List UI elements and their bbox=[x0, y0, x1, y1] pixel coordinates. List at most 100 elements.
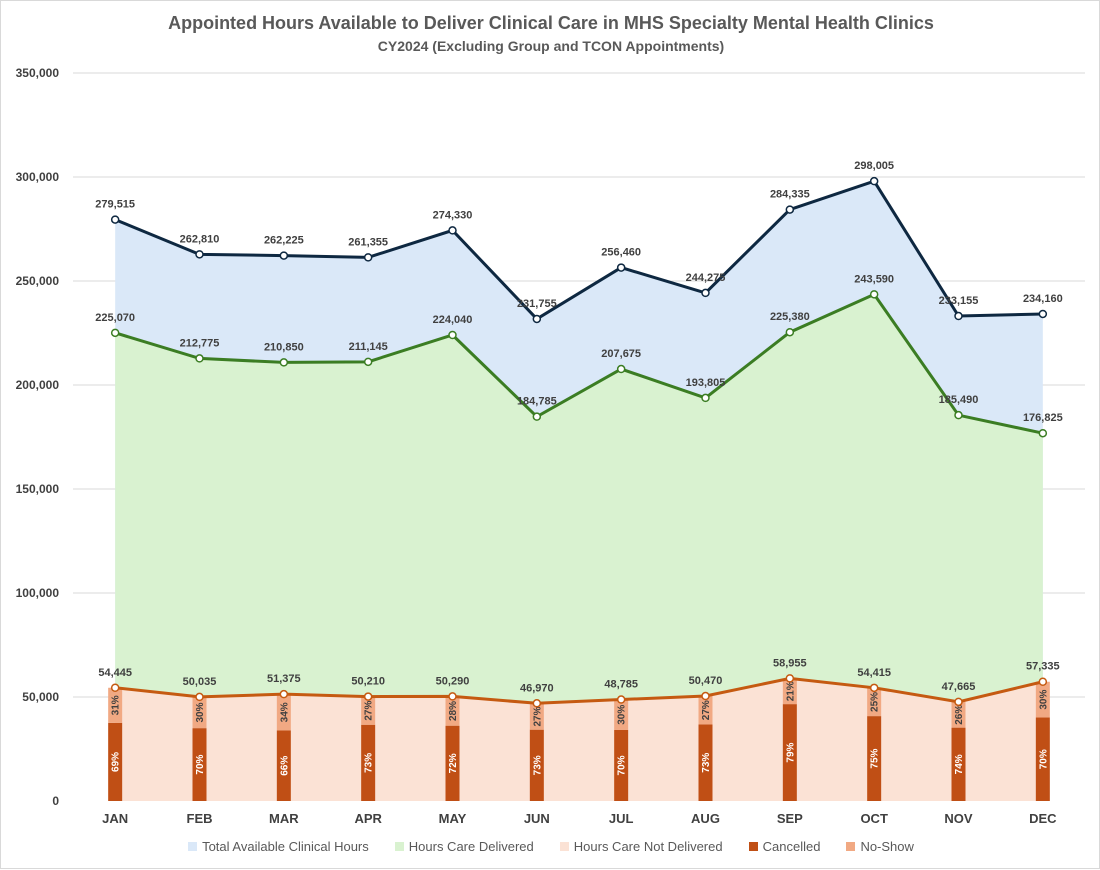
data-label-hours-delivered: 224,040 bbox=[433, 314, 473, 326]
x-tick-label: OCT bbox=[860, 811, 888, 826]
data-label-hours-not-delivered: 46,970 bbox=[520, 682, 554, 694]
marker-total-available bbox=[869, 176, 879, 186]
bar-noshow bbox=[614, 699, 629, 730]
bar-label-noshow: 26% bbox=[954, 705, 965, 725]
data-label-hours-not-delivered: 54,415 bbox=[857, 667, 891, 679]
marker-hours-not-delivered bbox=[1038, 677, 1048, 686]
x-tick-label: MAY bbox=[439, 811, 467, 826]
data-label-hours-delivered: 243,590 bbox=[854, 273, 894, 285]
bar-cancelled bbox=[192, 728, 207, 801]
marker-hours-delivered bbox=[363, 357, 373, 367]
data-label-hours-not-delivered: 50,210 bbox=[351, 676, 385, 688]
data-label-hours-not-delivered: 47,665 bbox=[942, 681, 976, 693]
marker-total-available bbox=[448, 226, 457, 235]
bar-cancelled bbox=[445, 725, 460, 801]
bar-label-cancelled: 73% bbox=[364, 753, 375, 773]
y-tick-label: 350,000 bbox=[16, 66, 60, 80]
x-tick-label: APR bbox=[354, 811, 382, 826]
y-tick-label: 250,000 bbox=[16, 274, 60, 288]
marker-hours-not-delivered bbox=[954, 697, 963, 707]
bar-label-noshow: 28% bbox=[448, 701, 459, 721]
bar-label-cancelled: 72% bbox=[448, 753, 459, 773]
bar-noshow bbox=[192, 696, 207, 729]
x-tick-label: JUN bbox=[524, 811, 550, 826]
marker-hours-delivered bbox=[195, 354, 204, 363]
bar-cancelled bbox=[614, 729, 629, 801]
y-tick-label: 100,000 bbox=[16, 586, 60, 600]
data-label-hours-not-delivered: 58,955 bbox=[773, 657, 807, 669]
marker-total-available bbox=[363, 253, 373, 262]
data-label-total-available: 284,335 bbox=[770, 189, 810, 201]
marker-hours-delivered bbox=[532, 412, 542, 421]
marker-total-available bbox=[616, 263, 626, 272]
x-tick-label: AUG bbox=[691, 811, 720, 826]
data-label-total-available: 256,460 bbox=[601, 247, 641, 259]
data-label-hours-not-delivered: 50,035 bbox=[183, 676, 217, 688]
bar-cancelled bbox=[361, 724, 376, 801]
bar-noshow bbox=[529, 703, 544, 730]
data-label-hours-delivered: 176,825 bbox=[1023, 412, 1063, 424]
data-label-total-available: 274,330 bbox=[433, 209, 473, 221]
line-hours-not-delivered bbox=[115, 676, 1044, 705]
legend-swatch-noshow bbox=[846, 842, 856, 851]
legend-label-not-delivered: Hours Care Not Delivered bbox=[573, 839, 723, 854]
legend-label-total: Total Available Clinical Hours bbox=[202, 839, 369, 854]
x-tick-label: NOV bbox=[944, 811, 973, 826]
marker-total-available bbox=[954, 311, 963, 321]
bar-noshow bbox=[1035, 681, 1050, 718]
x-tick-label: SEP bbox=[777, 811, 803, 826]
marker-hours-delivered bbox=[110, 328, 120, 338]
data-label-hours-delivered: 207,675 bbox=[601, 348, 641, 360]
legend-item-cancelled: Cancelled bbox=[748, 839, 821, 854]
data-label-hours-delivered: 185,490 bbox=[939, 394, 979, 406]
marker-total-available bbox=[785, 205, 795, 214]
bar-label-cancelled: 70% bbox=[195, 754, 206, 774]
bar-noshow bbox=[698, 696, 713, 725]
chart-subtitle: CY2024 (Excluding Group and TCON Appoint… bbox=[377, 38, 725, 54]
data-label-hours-delivered: 193,805 bbox=[686, 377, 726, 389]
line-hours-delivered bbox=[114, 292, 1044, 435]
bar-label-cancelled: 70% bbox=[617, 755, 628, 775]
x-tick-label: MAR bbox=[269, 811, 299, 826]
bar-label-noshow: 30% bbox=[617, 705, 628, 725]
bar-label-noshow: 34% bbox=[279, 702, 290, 722]
marker-total-available bbox=[532, 314, 542, 324]
marker-hours-not-delivered bbox=[363, 692, 373, 701]
data-label-hours-delivered: 210,850 bbox=[264, 341, 304, 353]
x-tick-label: DEC bbox=[1029, 811, 1057, 826]
bar-cancelled bbox=[782, 704, 797, 801]
data-label-hours-delivered: 225,380 bbox=[770, 311, 810, 323]
marker-hours-delivered bbox=[869, 290, 879, 299]
bar-label-cancelled: 73% bbox=[532, 755, 543, 775]
y-tick-label: 300,000 bbox=[16, 170, 60, 184]
data-label-total-available: 298,005 bbox=[854, 160, 894, 172]
legend-swatch-delivered bbox=[394, 842, 404, 851]
marker-hours-delivered bbox=[616, 364, 626, 374]
bar-cancelled bbox=[276, 730, 291, 801]
data-label-hours-not-delivered: 57,335 bbox=[1026, 661, 1060, 673]
data-label-hours-not-delivered: 50,290 bbox=[436, 675, 470, 687]
data-label-total-available: 262,225 bbox=[264, 235, 304, 247]
bar-cancelled bbox=[951, 727, 966, 801]
bar-cancelled bbox=[529, 729, 544, 801]
marker-hours-delivered bbox=[1038, 428, 1048, 438]
marker-hours-delivered bbox=[448, 330, 457, 340]
bar-label-noshow: 27% bbox=[701, 700, 712, 720]
data-label-total-available: 279,515 bbox=[95, 199, 135, 211]
data-label-total-available: 231,755 bbox=[517, 298, 557, 310]
bar-label-noshow: 30% bbox=[1038, 690, 1049, 710]
legend: Total Available Clinical Hours Hours Car… bbox=[1, 839, 1100, 854]
bar-label-cancelled: 74% bbox=[954, 754, 965, 774]
data-label-total-available: 262,810 bbox=[180, 233, 220, 245]
area-hours-delivered bbox=[115, 294, 1043, 801]
legend-item-noshow: No-Show bbox=[846, 839, 914, 854]
bar-noshow bbox=[867, 687, 882, 717]
legend-label-cancelled: Cancelled bbox=[762, 839, 821, 854]
marker-hours-not-delivered bbox=[785, 674, 795, 683]
bar-noshow bbox=[782, 678, 797, 705]
marker-hours-not-delivered bbox=[279, 689, 289, 699]
marker-hours-delivered bbox=[279, 358, 289, 367]
bar-label-cancelled: 73% bbox=[701, 753, 712, 773]
